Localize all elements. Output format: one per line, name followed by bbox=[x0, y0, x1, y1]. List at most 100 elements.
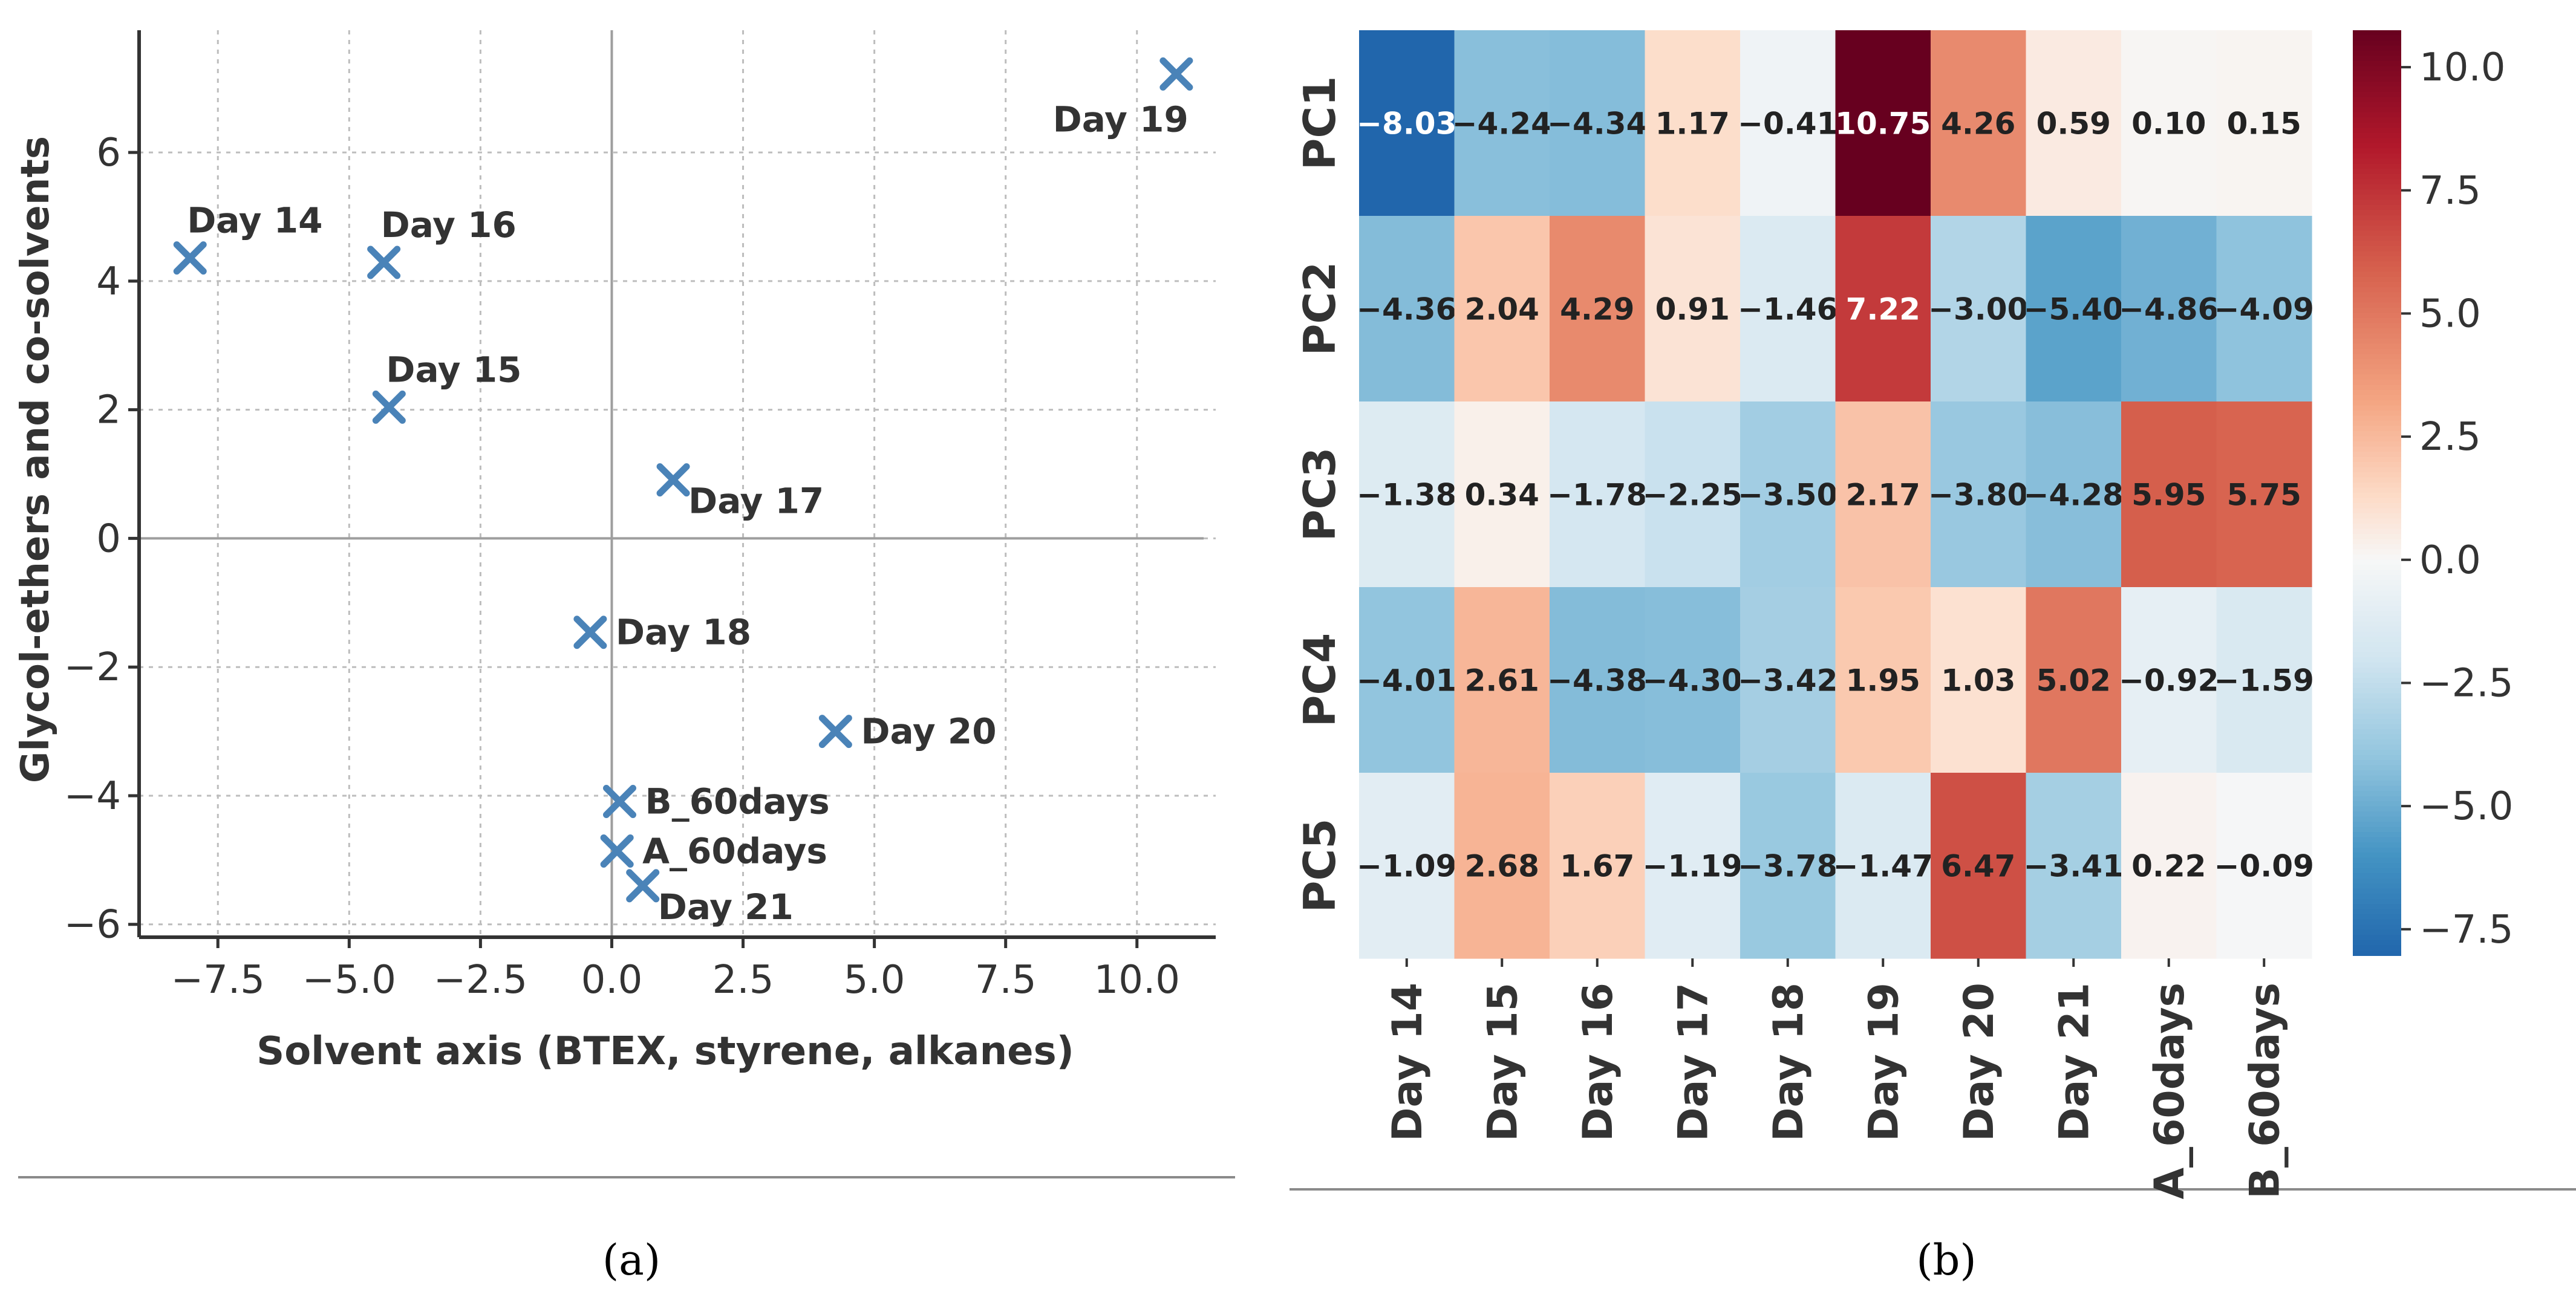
cell-value-label: −4.09 bbox=[2214, 292, 2314, 327]
colorbar-segment bbox=[2353, 241, 2401, 247]
colorbar-segment bbox=[2353, 847, 2401, 853]
colorbar-segment bbox=[2353, 863, 2401, 869]
y-tick-label: −6 bbox=[64, 903, 121, 947]
cell-value-label: 2.17 bbox=[1846, 478, 1920, 513]
colorbar-tick-label: −7.5 bbox=[2419, 908, 2513, 952]
cell-value-label: −1.59 bbox=[2214, 663, 2314, 698]
colorbar-segment bbox=[2353, 909, 2401, 915]
scatter-point: Day 14 bbox=[173, 200, 322, 275]
colorbar-segment bbox=[2353, 385, 2401, 391]
cell-value-label: −2.25 bbox=[1643, 478, 1743, 513]
cell-value-label: 2.04 bbox=[1465, 292, 1539, 327]
colorbar-segment bbox=[2353, 508, 2401, 514]
scatter-axes bbox=[137, 30, 1216, 939]
colorbar-segment bbox=[2353, 827, 2401, 833]
scatter-points: Day 14 Day 15 Day 16 Day 17 Day 18 Day 19 Day … bbox=[173, 57, 1193, 928]
colorbar-segment bbox=[2353, 781, 2401, 787]
y-tick-label: −4 bbox=[64, 774, 121, 819]
colorbar-tick-label: 10.0 bbox=[2419, 45, 2506, 90]
colorbar-segment bbox=[2353, 853, 2401, 859]
cell-value-label: 0.22 bbox=[2131, 849, 2206, 884]
x-marker-stroke bbox=[626, 869, 660, 903]
cell-value-label: −1.47 bbox=[1833, 849, 1933, 884]
colorbar-segment bbox=[2353, 631, 2401, 637]
point-label: Day 17 bbox=[688, 481, 824, 522]
colorbar-segment bbox=[2353, 734, 2401, 740]
scatter-point: Day 20 bbox=[818, 711, 997, 752]
colorbar-segment bbox=[2353, 415, 2401, 421]
colorbar-segment bbox=[2353, 940, 2401, 946]
colorbar-segment bbox=[2353, 328, 2401, 334]
colorbar-segment bbox=[2353, 596, 2401, 602]
cell-value-label: 0.15 bbox=[2227, 106, 2301, 141]
colorbar-segment bbox=[2353, 842, 2401, 848]
colorbar-segment bbox=[2353, 693, 2401, 699]
colorbar-segment bbox=[2353, 339, 2401, 345]
colorbar-segment bbox=[2353, 210, 2401, 216]
column-label: Day 18 bbox=[1765, 983, 1813, 1142]
colorbar-segment bbox=[2353, 102, 2401, 108]
colorbar-segment bbox=[2353, 380, 2401, 386]
colorbar-segment bbox=[2353, 729, 2401, 735]
cell-value-label: −4.01 bbox=[1357, 663, 1456, 698]
x-tick-label: 10.0 bbox=[1094, 958, 1181, 1003]
colorbar-segment bbox=[2353, 287, 2401, 293]
colorbar-segment bbox=[2353, 621, 2401, 627]
colorbar-segment bbox=[2353, 41, 2401, 47]
cell-value-label: −4.28 bbox=[2024, 478, 2124, 513]
cell-value-label: −3.80 bbox=[1928, 478, 2028, 513]
colorbar-segment bbox=[2353, 467, 2401, 473]
cell-value-label: 2.68 bbox=[1465, 849, 1539, 884]
zero-lines bbox=[139, 30, 1204, 937]
colorbar-segment bbox=[2353, 82, 2401, 88]
colorbar-segment bbox=[2353, 672, 2401, 678]
point-label: Day 15 bbox=[386, 349, 521, 390]
heatmap-column-labels: Day 14 Day 15 Day 16 Day 17 Day 18 Day 19 Day … bbox=[1384, 958, 2289, 1200]
cell-value-label: −0.92 bbox=[2119, 663, 2219, 698]
cell-value-label: −4.86 bbox=[2119, 292, 2219, 327]
x-marker-stroke bbox=[173, 241, 207, 275]
colorbar-segment bbox=[2353, 364, 2401, 370]
heatmap-cell bbox=[1454, 216, 1550, 402]
colorbar-segment bbox=[2353, 86, 2401, 93]
point-label: Day 19 bbox=[1053, 99, 1189, 140]
colorbar-segment bbox=[2353, 600, 2401, 606]
colorbar-segment bbox=[2353, 426, 2401, 432]
x-axis-title: Solvent axis (BTEX, styrene, alkanes) bbox=[256, 1029, 1074, 1074]
panel-label-a: (a) bbox=[602, 1235, 660, 1285]
colorbar-segment bbox=[2353, 616, 2401, 622]
point-label: Day 21 bbox=[658, 886, 794, 928]
x-tick-labels: −7.5 −5.0 −2.5 0.0 2.5 5.0 7.5 10.0 bbox=[171, 937, 1180, 1003]
colorbar-segment bbox=[2353, 143, 2401, 149]
scatter-point: Day 21 bbox=[626, 869, 794, 928]
point-label: Day 16 bbox=[381, 204, 517, 245]
heatmap-cell bbox=[1550, 773, 1646, 959]
colorbar-segment bbox=[2353, 678, 2401, 684]
colorbar-segment bbox=[2353, 343, 2401, 349]
colorbar-segment bbox=[2353, 246, 2401, 252]
heatmap-cell bbox=[1835, 30, 1931, 216]
scatter-point: Day 18 bbox=[573, 612, 751, 653]
colorbar-segment bbox=[2353, 503, 2401, 509]
colorbar-segment bbox=[2353, 652, 2401, 658]
colorbar-segment bbox=[2353, 534, 2401, 540]
colorbar-segment bbox=[2353, 539, 2401, 545]
heatmap-cell bbox=[1740, 30, 1836, 216]
scatter-panel: −7.5 −5.0 −2.5 0.0 2.5 5.0 7.5 10.0 −6−4−20246 … bbox=[13, 30, 1216, 1074]
colorbar-tick-label: 7.5 bbox=[2419, 169, 2481, 213]
cell-value-label: 4.26 bbox=[1941, 106, 2015, 141]
cell-value-label: −1.38 bbox=[1357, 478, 1456, 513]
point-label: Day 20 bbox=[861, 711, 996, 752]
heatmap-cell bbox=[1645, 773, 1741, 959]
heatmap-cell bbox=[1359, 773, 1455, 959]
colorbar-segment bbox=[2353, 585, 2401, 591]
colorbar-segment bbox=[2353, 71, 2401, 77]
colorbar-segment bbox=[2353, 195, 2401, 201]
heatmap-cell bbox=[1835, 216, 1931, 402]
colorbar-segment bbox=[2353, 698, 2401, 704]
colorbar-segment bbox=[2353, 570, 2401, 576]
heatmap-cell bbox=[2121, 401, 2217, 588]
colorbar-segment bbox=[2353, 590, 2401, 596]
colorbar-segment bbox=[2353, 709, 2401, 715]
colorbar-segment bbox=[2353, 472, 2401, 478]
